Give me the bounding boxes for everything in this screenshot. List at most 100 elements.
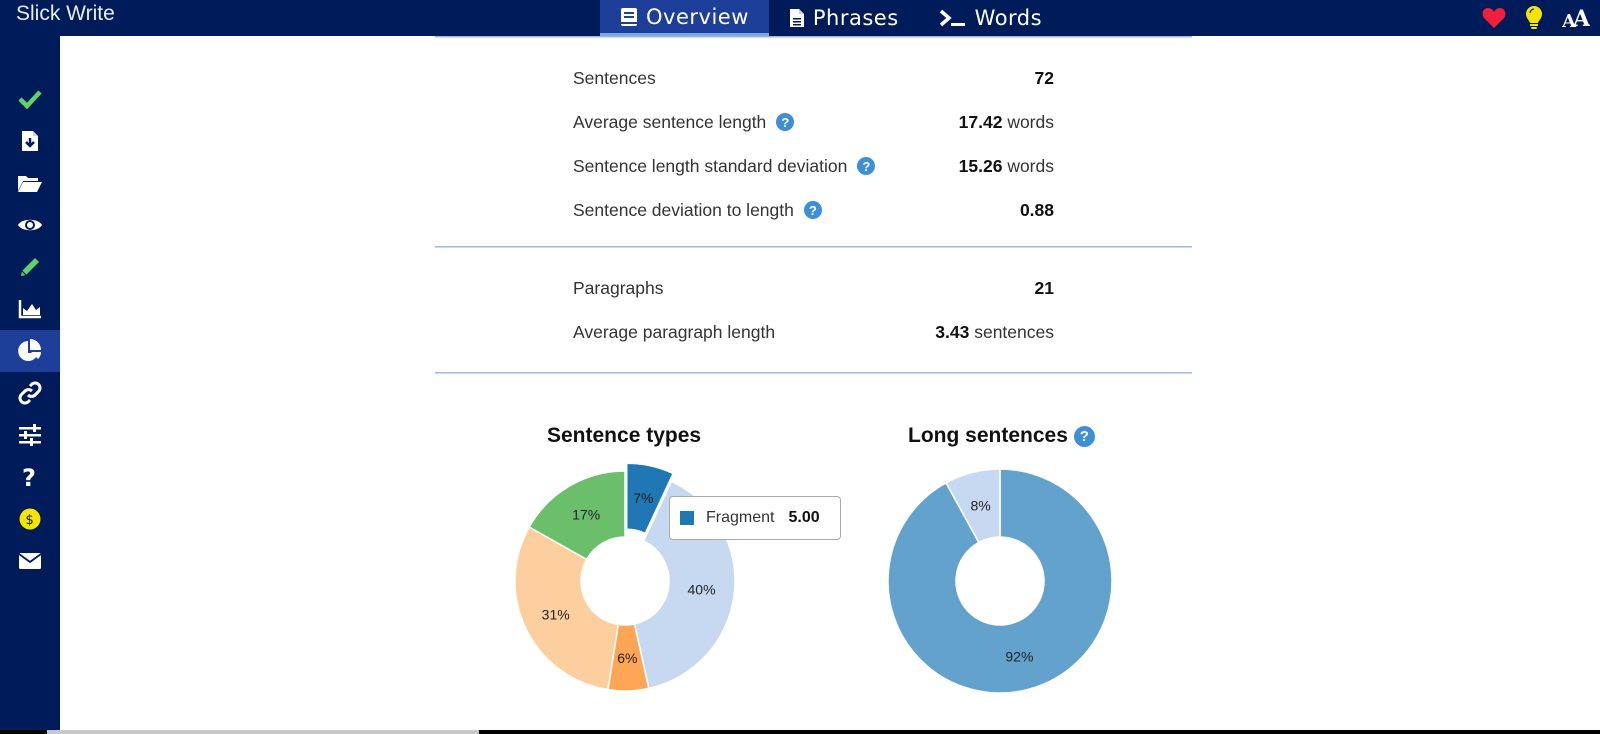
slice-label: 40% [688, 581, 716, 597]
envelope-icon [18, 553, 42, 569]
slice-label: 17% [572, 507, 600, 523]
document-icon [789, 8, 805, 28]
svg-text:A: A [1562, 11, 1577, 30]
paragraph-stats: Paragraphs 21 Average paragraph length 3… [435, 248, 1192, 372]
svg-text:A: A [1572, 6, 1590, 30]
sentence-types-donut-chart[interactable]: 7% 40% 6% 31% 17% [505, 456, 745, 696]
link-icon [18, 381, 42, 405]
sliders-icon [19, 424, 41, 446]
stat-label: Sentence length standard deviation [573, 155, 848, 176]
sidebar-item-open-folder[interactable] [0, 162, 60, 204]
stat-unit: words [1002, 155, 1054, 176]
slice-label: 6% [617, 650, 637, 666]
terminal-icon [939, 8, 967, 28]
donut-slice[interactable] [528, 470, 626, 561]
tooltip-value: 5.00 [788, 509, 820, 526]
long-sentences-donut-chart[interactable]: 92% 8% [880, 461, 1120, 701]
dollar-icon: $ [19, 508, 41, 530]
chart-tooltip: Fragment 5.00 [669, 496, 841, 540]
slice-label: 31% [542, 607, 570, 623]
sidebar-item-link[interactable] [0, 372, 60, 414]
stat-value: 72 [1034, 67, 1054, 88]
sidebar-item-donate[interactable]: $ [0, 498, 60, 540]
tooltip-swatch [680, 511, 694, 525]
check-icon [18, 90, 42, 109]
stat-row-average-paragraph-length: Average paragraph length 3.43 sentences [573, 310, 1054, 354]
question-icon: ? [22, 465, 36, 489]
help-icon[interactable]: ? [776, 113, 795, 131]
tab-overview[interactable]: Overview [600, 0, 769, 36]
sidebar-item-area-chart[interactable] [0, 288, 60, 330]
stat-row-paragraphs: Paragraphs 21 [573, 266, 1054, 310]
help-icon[interactable]: ? [1073, 425, 1095, 447]
sidebar-item-check[interactable] [0, 78, 60, 120]
help-icon[interactable]: ? [803, 201, 822, 219]
top-bar: Slick Write Overview Phrases Words [0, 0, 1600, 36]
sentence-stats: Sentences 72 Average sentence length? 17… [435, 38, 1192, 246]
stat-label: Average sentence length [573, 111, 767, 132]
sidebar-item-download-document[interactable] [0, 120, 60, 162]
lightbulb-icon[interactable] [1524, 5, 1544, 31]
tab-phrases[interactable]: Phrases [769, 0, 919, 36]
stat-label: Sentences [573, 67, 656, 88]
donut-slice[interactable] [625, 462, 675, 535]
tab-words-label: Words [974, 6, 1043, 30]
app-title: Slick Write [16, 2, 115, 25]
stat-value: 15.26 [958, 155, 1003, 176]
chart-title-text: Long sentences [908, 424, 1068, 447]
slice-label: 8% [970, 497, 990, 513]
eye-icon [18, 219, 42, 231]
stat-value: 3.43 [935, 321, 970, 342]
stat-unit: words [1002, 111, 1054, 132]
book-icon [620, 7, 638, 27]
chart-title-sentence-types: Sentence types [547, 424, 701, 448]
sidebar-item-view[interactable] [0, 204, 60, 246]
main-content: Sentences 72 Average sentence length? 17… [60, 36, 1600, 730]
horizontal-scrollbar-thumb[interactable] [47, 730, 479, 734]
divider-middle [435, 246, 1192, 248]
svg-text:?: ? [22, 465, 36, 489]
tooltip-label: Fragment [706, 509, 775, 526]
tab-overview-label: Overview [646, 4, 749, 29]
sidebar: ? $ [0, 36, 60, 734]
stat-value: 0.88 [1019, 199, 1054, 220]
horizontal-scrollbar-track[interactable] [0, 730, 1600, 734]
stat-value: 17.42 [958, 111, 1003, 132]
stat-value: 21 [1034, 277, 1054, 298]
divider-top [435, 36, 1192, 38]
slice-label: 92% [1005, 649, 1033, 665]
file-download-icon [22, 131, 38, 151]
stat-row-sentences: Sentences 72 [573, 56, 1054, 100]
donut-slice[interactable] [887, 468, 1113, 694]
sidebar-item-contact[interactable] [0, 540, 60, 582]
stat-label: Average paragraph length [573, 321, 776, 342]
tab-phrases-label: Phrases [812, 6, 899, 30]
donut-slice[interactable] [945, 468, 1001, 544]
area-chart-icon [18, 300, 41, 319]
stat-label: Sentence deviation to length [573, 199, 794, 220]
stat-row-sentence-deviation-to-length: Sentence deviation to length? 0.88 [573, 188, 1054, 232]
divider-bottom [435, 372, 1192, 374]
tab-bar: Overview Phrases Words [600, 0, 1062, 36]
tab-words[interactable]: Words [919, 0, 1062, 36]
sidebar-item-edit[interactable] [0, 246, 60, 288]
svg-text:$: $ [26, 513, 34, 528]
slice-label: 7% [633, 490, 653, 506]
chart-title-text: Sentence types [547, 424, 702, 447]
stat-unit: sentences [969, 321, 1054, 342]
donut-slice[interactable] [514, 525, 620, 691]
sidebar-item-help[interactable]: ? [0, 456, 60, 498]
folder-open-icon [18, 176, 42, 192]
heart-icon[interactable] [1482, 7, 1506, 29]
sidebar-item-settings[interactable] [0, 414, 60, 456]
sidebar-item-pie-chart[interactable] [0, 330, 60, 372]
stat-row-sentence-length-std-dev: Sentence length standard deviation? 15.2… [573, 144, 1054, 188]
stats-panel: Sentences 72 Average sentence length? 17… [435, 36, 1192, 374]
stat-label: Paragraphs [573, 277, 664, 298]
pie-chart-icon [18, 339, 41, 361]
pencil-icon [21, 258, 39, 276]
help-icon[interactable]: ? [857, 157, 876, 175]
stat-row-average-sentence-length: Average sentence length? 17.42 words [573, 100, 1054, 144]
